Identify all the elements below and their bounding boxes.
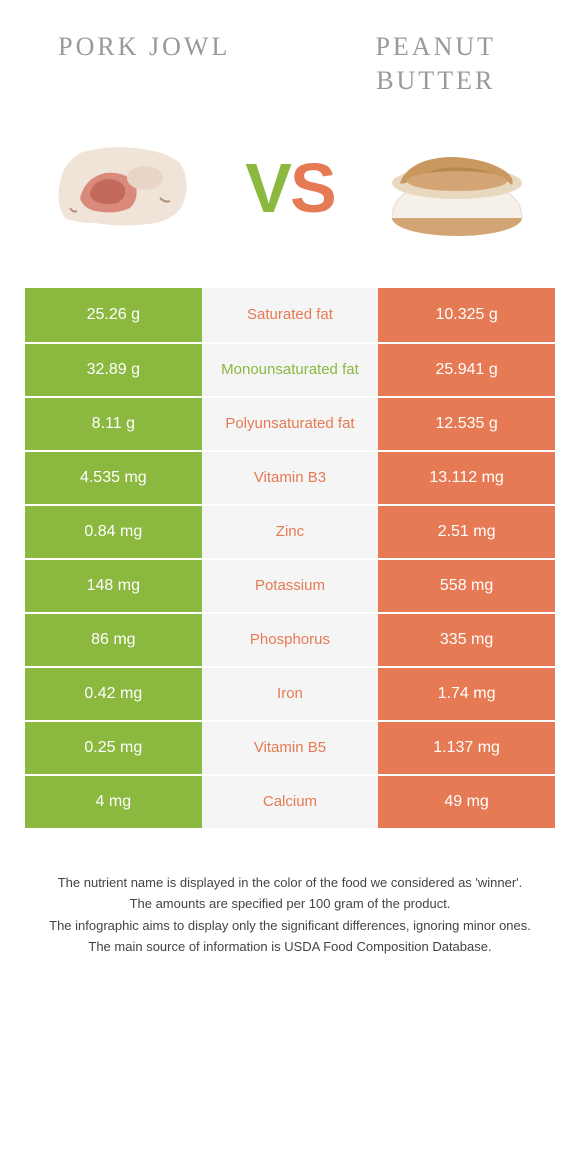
table-row: 25.26 gSaturated fat10.325 g: [25, 288, 555, 342]
value-right: 558 mg: [378, 560, 555, 612]
footer-line-4: The main source of information is USDA F…: [35, 937, 545, 957]
title-left: Pork jowl: [25, 30, 264, 98]
pork-jowl-image: [35, 123, 210, 253]
table-row: 86 mgPhosphorus335 mg: [25, 612, 555, 666]
nutrient-label: Zinc: [202, 506, 379, 558]
value-left: 0.42 mg: [25, 668, 202, 720]
table-row: 4.535 mgVitamin B313.112 mg: [25, 450, 555, 504]
value-right: 25.941 g: [378, 344, 555, 396]
footer-line-3: The infographic aims to display only the…: [35, 916, 545, 936]
value-left: 0.84 mg: [25, 506, 202, 558]
value-left: 8.11 g: [25, 398, 202, 450]
value-left: 0.25 mg: [25, 722, 202, 774]
peanut-butter-image: [370, 123, 545, 253]
value-right: 1.74 mg: [378, 668, 555, 720]
vs-s-letter: S: [290, 149, 335, 227]
nutrient-label: Saturated fat: [202, 288, 379, 342]
value-right: 2.51 mg: [378, 506, 555, 558]
nutrient-label: Vitamin B3: [202, 452, 379, 504]
images-row: VS: [25, 123, 555, 253]
value-right: 10.325 g: [378, 288, 555, 342]
vs-v-letter: V: [245, 149, 290, 227]
value-left: 86 mg: [25, 614, 202, 666]
nutrient-label: Phosphorus: [202, 614, 379, 666]
value-left: 148 mg: [25, 560, 202, 612]
table-row: 0.42 mgIron1.74 mg: [25, 666, 555, 720]
value-left: 4 mg: [25, 776, 202, 828]
value-left: 32.89 g: [25, 344, 202, 396]
nutrient-label: Monounsaturated fat: [202, 344, 379, 396]
nutrient-table: 25.26 gSaturated fat10.325 g32.89 gMonou…: [25, 288, 555, 828]
nutrient-label: Potassium: [202, 560, 379, 612]
nutrient-label: Calcium: [202, 776, 379, 828]
table-row: 148 mgPotassium558 mg: [25, 558, 555, 612]
table-row: 0.25 mgVitamin B51.137 mg: [25, 720, 555, 774]
vs-label: VS: [245, 148, 334, 228]
table-row: 32.89 gMonounsaturated fat25.941 g: [25, 342, 555, 396]
footer-notes: The nutrient name is displayed in the co…: [25, 873, 555, 957]
value-right: 335 mg: [378, 614, 555, 666]
value-right: 13.112 mg: [378, 452, 555, 504]
titles-row: Pork jowl Peanut butter: [25, 30, 555, 98]
value-right: 1.137 mg: [378, 722, 555, 774]
value-left: 4.535 mg: [25, 452, 202, 504]
value-right: 12.535 g: [378, 398, 555, 450]
nutrient-label: Polyunsaturated fat: [202, 398, 379, 450]
footer-line-1: The nutrient name is displayed in the co…: [35, 873, 545, 893]
nutrient-label: Iron: [202, 668, 379, 720]
infographic-container: Pork jowl Peanut butter VS: [0, 0, 580, 979]
title-right: Peanut butter: [317, 30, 556, 98]
nutrient-label: Vitamin B5: [202, 722, 379, 774]
table-row: 4 mgCalcium49 mg: [25, 774, 555, 828]
table-row: 8.11 gPolyunsaturated fat12.535 g: [25, 396, 555, 450]
table-row: 0.84 mgZinc2.51 mg: [25, 504, 555, 558]
footer-line-2: The amounts are specified per 100 gram o…: [35, 894, 545, 914]
value-left: 25.26 g: [25, 288, 202, 342]
value-right: 49 mg: [378, 776, 555, 828]
